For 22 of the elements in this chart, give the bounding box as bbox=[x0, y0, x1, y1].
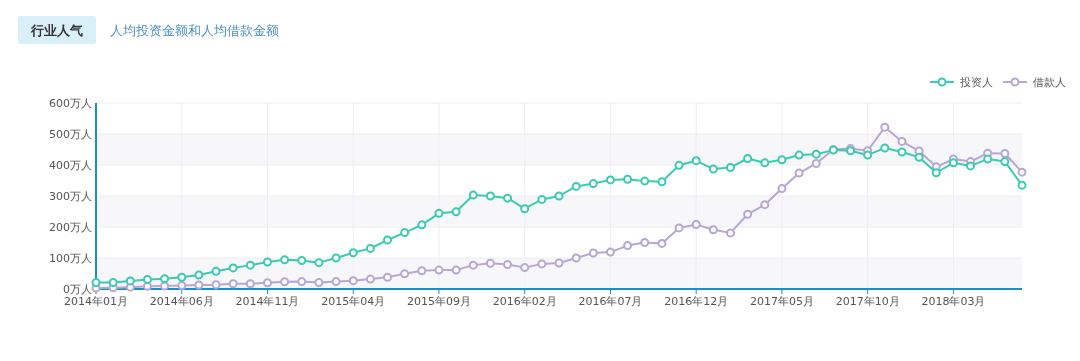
y-tick-label: 300万人 bbox=[49, 190, 92, 203]
y-tick-label: 500万人 bbox=[49, 128, 92, 141]
legend-label: 投资人 bbox=[959, 76, 993, 89]
y-tick-label: 0万人 bbox=[63, 283, 92, 296]
y-tick-label: 200万人 bbox=[49, 221, 92, 234]
x-tick-label: 2016年02月 bbox=[492, 295, 557, 308]
x-tick-label: 2014年11月 bbox=[235, 295, 300, 308]
x-tick-label: 2017年05月 bbox=[749, 295, 814, 308]
x-tick-label: 2014年01月 bbox=[64, 295, 128, 308]
chart-subtitle: 人均投资金额和人均借款金额 bbox=[110, 23, 279, 38]
x-tick-label: 2014年06月 bbox=[149, 295, 214, 308]
x-tick-label: 2016年07月 bbox=[578, 295, 643, 308]
y-tick-label: 600万人 bbox=[49, 97, 92, 110]
x-tick-label: 2017年10月 bbox=[835, 295, 900, 308]
chart-title: 行业人气 bbox=[30, 23, 83, 38]
x-tick-label: 2018年03月 bbox=[921, 295, 986, 308]
y-tick-label: 100万人 bbox=[49, 252, 92, 265]
x-tick-label: 2015年04月 bbox=[321, 295, 386, 308]
legend-label: 借款人 bbox=[1033, 76, 1066, 89]
x-tick-label: 2015年09月 bbox=[406, 295, 471, 308]
y-tick-label: 400万人 bbox=[49, 159, 92, 172]
x-tick-label: 2016年12月 bbox=[664, 295, 729, 308]
